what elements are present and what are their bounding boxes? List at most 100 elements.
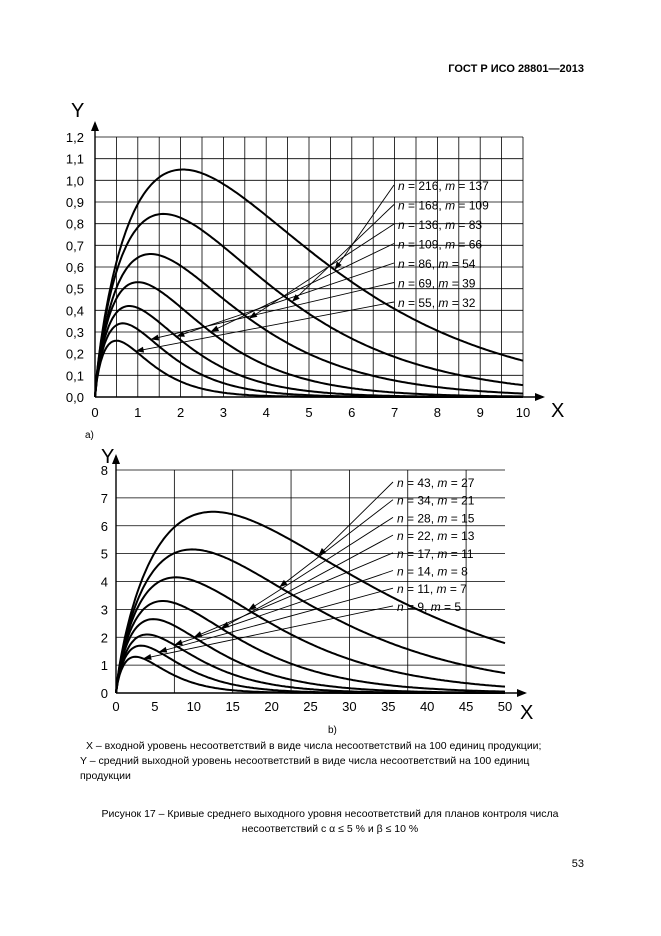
y-tick-label: 5 [101, 547, 108, 562]
leader-arrowhead [150, 334, 160, 341]
legend-entry-part: m [445, 199, 455, 213]
legend-entry: n = 109, m = 66 [398, 238, 482, 252]
panel-label-b: b) [328, 725, 337, 736]
leader-arrowhead [334, 261, 342, 270]
legend-entry-part: m [437, 476, 447, 490]
legend-entry-part: n [397, 547, 404, 561]
leader-arrowhead [291, 294, 300, 302]
legend-entry: n = 28, m = 15 [397, 511, 475, 525]
legend-entry-part: = 83 [455, 218, 482, 232]
x-tick-label: 8 [434, 405, 441, 420]
x-axis-arrow [535, 393, 545, 401]
legend-entry-part: n [397, 582, 404, 596]
x-tick-label: 0 [91, 405, 98, 420]
y-tick-label: 4 [101, 575, 108, 590]
legend-entry-part: = 13 [447, 529, 474, 543]
y-tick-label: 7 [101, 491, 108, 506]
y-tick-label: 0,7 [66, 238, 84, 253]
leader-arrowhead [176, 331, 185, 337]
legend-entry-part: = 39 [448, 277, 475, 291]
x-tick-label: 6 [348, 405, 355, 420]
legend-entry-part: n [397, 565, 404, 579]
legend-entry: n = 22, m = 13 [397, 529, 475, 543]
x-tick-label: 2 [177, 405, 184, 420]
y-tick-label: 1,2 [66, 130, 84, 145]
y-tick-label: 0 [101, 686, 108, 701]
leader-line [334, 184, 395, 271]
y-tick-label: 0,1 [66, 368, 84, 383]
legend-entry: n = 86, m = 54 [398, 257, 476, 271]
document-header: ГОСТ Р ИСО 28801—2013 [448, 63, 584, 75]
legend-entry-part: = 168, [405, 199, 445, 213]
leader-line [248, 223, 395, 319]
legend-entry-part: = 11 [447, 547, 473, 561]
legend-entry-part: n [398, 199, 405, 213]
y-tick-label: 8 [101, 463, 108, 478]
y-tick-label: 0,5 [66, 282, 84, 297]
y-tick-label: 1,0 [66, 173, 84, 188]
legend-entry-part: m [437, 529, 447, 543]
legend-entry: n = 55, m = 32 [398, 296, 476, 310]
legend-entry-part: n [398, 257, 405, 271]
legend-entry-part: m [445, 218, 455, 232]
x-axis-arrow [517, 689, 527, 697]
y-tick-label: 2 [101, 630, 108, 645]
legend-entry: n = 34, m = 21 [397, 494, 475, 508]
x-tick-label: 25 [303, 699, 317, 714]
legend-entry-part: n [398, 218, 405, 232]
x-axis-title: X [520, 702, 533, 720]
x-tick-label: 40 [420, 699, 434, 714]
legend-entry-part: = 136, [405, 218, 445, 232]
x-tick-label: 9 [477, 405, 484, 420]
x-tick-label: 50 [498, 699, 512, 714]
legend-entry-part: = 8 [447, 565, 468, 579]
legend-entry: n = 216, m = 137 [398, 179, 489, 193]
legend-entry: n = 9, m = 5 [397, 600, 461, 614]
leader-arrowhead [279, 579, 288, 588]
legend-entry-part: = 7 [447, 582, 468, 596]
legend-entry-part: m [437, 565, 447, 579]
y-tick-label: 3 [101, 602, 108, 617]
legend-entry-part: = 109 [455, 199, 489, 213]
legend-entry-part: m [438, 257, 448, 271]
series-line [94, 212, 524, 398]
legend-entry-part: = 69, [405, 277, 439, 291]
legend-entry-part: m [437, 511, 447, 525]
series-line [115, 510, 506, 694]
x-axis-title: X [551, 400, 564, 422]
y-tick-label: 0,2 [66, 347, 84, 362]
series-line [115, 576, 506, 694]
legend-entry-part: m [438, 296, 448, 310]
y-tick-label: 0,9 [66, 195, 84, 210]
x-tick-label: 35 [381, 699, 395, 714]
legend-entry-part: = 28, [404, 511, 438, 525]
legend-entry-part: = 66 [455, 238, 482, 252]
leader-line [176, 262, 395, 337]
x-tick-label: 5 [305, 405, 312, 420]
legend-entry-part: m [437, 494, 447, 508]
x-tick-label: 3 [220, 405, 227, 420]
series-line [94, 253, 523, 398]
leader-line [291, 204, 395, 303]
legend-entry-part: = 109, [405, 238, 445, 252]
legend-entry-part: m [431, 600, 441, 614]
y-tick-label: 0,8 [66, 217, 84, 232]
legend-entry-part: n [398, 277, 405, 291]
series-line [115, 600, 506, 694]
leader-arrowhead [318, 548, 327, 556]
leader-line [193, 552, 394, 638]
figure-caption: Рисунок 17 – Кривые среднего выходного у… [101, 808, 559, 835]
legend-entry-part: = 15 [447, 511, 474, 525]
legend-entry-part: n [397, 476, 404, 490]
x-tick-label: 10 [187, 699, 201, 714]
y-axis-title: Y [71, 100, 84, 122]
caption-x-definition: X – входной уровень несоответствий в вид… [86, 740, 542, 752]
legend-entry-part: = 11, [404, 582, 437, 596]
legend-entry: n = 43, m = 27 [397, 476, 475, 490]
leader-line [143, 605, 394, 659]
legend-entry-part: = 22, [404, 529, 438, 543]
page-number: 53 [571, 858, 584, 870]
x-tick-label: 15 [225, 699, 239, 714]
series-line [94, 339, 523, 398]
